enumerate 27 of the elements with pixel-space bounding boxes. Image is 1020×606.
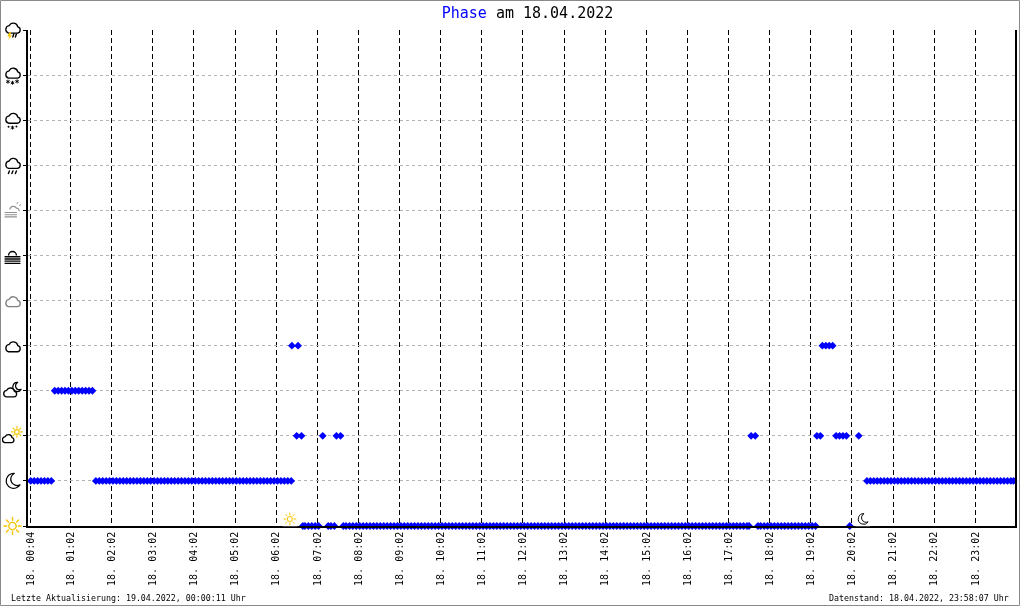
- x-tick-label: 18. 06:02: [270, 531, 282, 586]
- x-tick-label: 18. 21:02: [887, 531, 899, 586]
- x-tick-label: 18. 05:02: [229, 531, 241, 586]
- x-tick-label: 18. 02:02: [105, 531, 117, 586]
- x-tick-label: 18. 12:02: [517, 531, 529, 586]
- x-tick-label: 18. 08:02: [352, 531, 364, 586]
- x-tick-label: 18. 11:02: [476, 531, 487, 586]
- x-tick-label: 18. 13:02: [558, 531, 570, 586]
- x-tick-label: 18. 00:04: [24, 531, 36, 586]
- x-tick-label: 18. 17:02: [722, 531, 734, 586]
- x-tick-label: 18. 22:02: [928, 531, 940, 586]
- x-tick-label: 18. 03:02: [147, 531, 158, 586]
- text: Datenstand: 18.04.2022, 23:58:07 Uhr: [829, 593, 1009, 603]
- x-tick-label: 18. 07:02: [311, 531, 323, 586]
- chart-title: Phase am 18.04.2022: [441, 4, 614, 23]
- x-tick-label: 18. 04:02: [188, 531, 200, 586]
- x-tick-label: 18. 18:02: [763, 531, 775, 586]
- x-tick-label: 18. 23:02: [969, 531, 981, 586]
- x-tick-label: 18. 16:02: [681, 531, 693, 586]
- x-tick-label: 18. 09:02: [393, 531, 405, 586]
- x-tick-label: 18. 10:02: [434, 531, 446, 586]
- x-tick-label: 18. 01:02: [64, 531, 76, 586]
- x-tick-label: 18. 19:02: [805, 531, 816, 586]
- text: Letzte Aktualisierung: 19.04.2022, 00:00:11 Uhr: [11, 593, 246, 603]
- x-tick-label: 18. 15:02: [640, 531, 652, 586]
- x-tick-label: 18. 20:02: [846, 531, 858, 586]
- x-tick-label: 18. 14:02: [599, 531, 611, 586]
